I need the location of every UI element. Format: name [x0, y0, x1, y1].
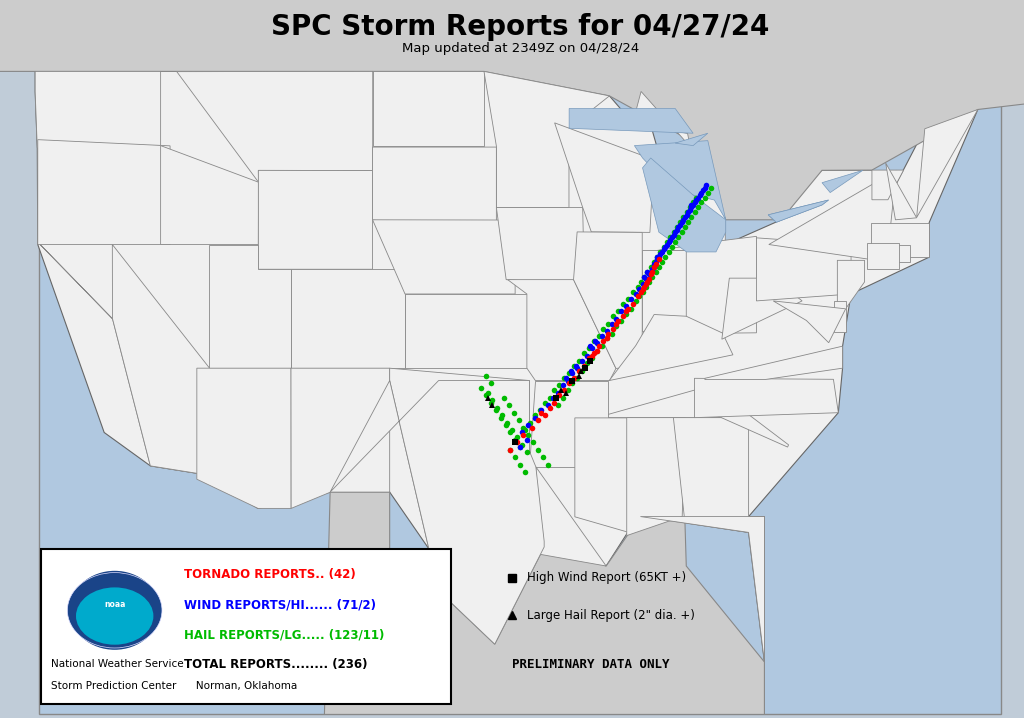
Polygon shape — [197, 368, 291, 508]
Polygon shape — [642, 158, 726, 252]
Polygon shape — [373, 220, 515, 294]
Text: High Wind Report (65KT +): High Wind Report (65KT +) — [527, 572, 686, 584]
Polygon shape — [773, 301, 846, 342]
Polygon shape — [38, 140, 170, 245]
Polygon shape — [609, 314, 733, 381]
Polygon shape — [769, 170, 896, 262]
Polygon shape — [113, 245, 210, 474]
Polygon shape — [569, 108, 693, 134]
Text: TORNADO REPORTS.. (42): TORNADO REPORTS.. (42) — [184, 568, 356, 581]
Polygon shape — [675, 134, 708, 146]
Polygon shape — [497, 208, 585, 284]
Polygon shape — [838, 261, 864, 320]
Text: noaa: noaa — [104, 600, 125, 609]
Polygon shape — [0, 0, 1024, 220]
Polygon shape — [35, 71, 161, 148]
Polygon shape — [834, 301, 846, 332]
Text: PRELIMINARY DATA ONLY: PRELIMINARY DATA ONLY — [512, 658, 670, 671]
FancyBboxPatch shape — [39, 47, 1001, 714]
Polygon shape — [528, 381, 607, 467]
Polygon shape — [330, 381, 544, 644]
Polygon shape — [916, 109, 978, 218]
Polygon shape — [177, 71, 373, 182]
Polygon shape — [574, 418, 633, 532]
Polygon shape — [291, 368, 390, 508]
Polygon shape — [642, 251, 687, 330]
Polygon shape — [35, 71, 978, 662]
Polygon shape — [390, 368, 529, 591]
Text: HAIL REPORTS/LG..... (123/11): HAIL REPORTS/LG..... (123/11) — [184, 628, 385, 641]
Polygon shape — [871, 170, 903, 200]
Polygon shape — [291, 269, 406, 368]
Polygon shape — [757, 238, 851, 301]
Polygon shape — [898, 245, 909, 262]
Text: Storm Prediction Center      Norman, Oklahoma: Storm Prediction Center Norman, Oklahoma — [51, 681, 297, 691]
Text: Map updated at 2349Z on 04/28/24: Map updated at 2349Z on 04/28/24 — [401, 42, 639, 55]
Polygon shape — [161, 146, 258, 245]
Text: WIND REPORTS/HI...... (71/2): WIND REPORTS/HI...... (71/2) — [184, 598, 377, 611]
Ellipse shape — [68, 573, 162, 648]
Polygon shape — [633, 91, 725, 252]
Polygon shape — [484, 71, 609, 208]
Polygon shape — [373, 147, 497, 233]
Polygon shape — [536, 467, 606, 566]
Text: National Weather Service: National Weather Service — [51, 659, 184, 669]
FancyBboxPatch shape — [41, 549, 451, 704]
Polygon shape — [258, 170, 373, 269]
Polygon shape — [40, 245, 200, 474]
Polygon shape — [722, 278, 802, 339]
Text: Large Hail Report (2" dia. +): Large Hail Report (2" dia. +) — [527, 609, 695, 622]
Ellipse shape — [70, 571, 160, 650]
Polygon shape — [573, 232, 642, 368]
Polygon shape — [373, 71, 483, 146]
Polygon shape — [674, 418, 749, 532]
Polygon shape — [870, 223, 929, 257]
Polygon shape — [711, 413, 788, 447]
Text: SPC Storm Reports for 04/27/24: SPC Storm Reports for 04/27/24 — [271, 14, 769, 41]
Polygon shape — [694, 378, 839, 418]
Polygon shape — [627, 418, 685, 536]
Text: TOTAL REPORTS........ (236): TOTAL REPORTS........ (236) — [184, 658, 368, 671]
Polygon shape — [705, 346, 843, 380]
Polygon shape — [768, 200, 828, 223]
Polygon shape — [768, 200, 828, 223]
Polygon shape — [597, 378, 738, 418]
Polygon shape — [406, 294, 527, 368]
Polygon shape — [555, 123, 653, 233]
Polygon shape — [209, 245, 291, 368]
Polygon shape — [325, 492, 765, 714]
Ellipse shape — [76, 587, 154, 645]
Polygon shape — [635, 141, 726, 220]
Polygon shape — [640, 516, 765, 662]
Polygon shape — [822, 170, 863, 192]
Polygon shape — [686, 236, 757, 334]
Polygon shape — [508, 279, 616, 381]
Polygon shape — [886, 163, 916, 220]
Polygon shape — [867, 243, 899, 269]
